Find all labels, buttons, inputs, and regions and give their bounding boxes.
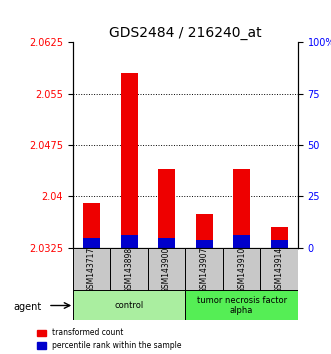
Bar [271, 240, 288, 248]
Text: GSM143914: GSM143914 [275, 247, 284, 293]
FancyBboxPatch shape [260, 248, 298, 292]
Text: GSM143907: GSM143907 [200, 247, 209, 293]
Text: GSM143900: GSM143900 [162, 247, 171, 293]
Text: agent: agent [13, 302, 41, 312]
FancyBboxPatch shape [185, 290, 298, 320]
Bar [271, 227, 288, 248]
FancyBboxPatch shape [73, 248, 110, 292]
Bar [196, 240, 213, 248]
Bar [83, 238, 100, 248]
Text: control: control [115, 301, 144, 310]
Title: GDS2484 / 216240_at: GDS2484 / 216240_at [109, 26, 262, 40]
Text: GSM143910: GSM143910 [237, 247, 246, 293]
Bar [121, 73, 138, 248]
Text: GSM143717: GSM143717 [87, 247, 96, 293]
Bar [233, 235, 250, 248]
Text: tumor necrosis factor
alpha: tumor necrosis factor alpha [197, 296, 287, 315]
FancyBboxPatch shape [73, 290, 185, 320]
FancyBboxPatch shape [148, 248, 185, 292]
Legend: transformed count, percentile rank within the sample: transformed count, percentile rank withi… [37, 329, 182, 350]
FancyBboxPatch shape [185, 248, 223, 292]
Bar [158, 238, 175, 248]
Bar [233, 169, 250, 248]
Bar [196, 213, 213, 248]
FancyBboxPatch shape [223, 248, 260, 292]
FancyBboxPatch shape [110, 248, 148, 292]
Bar [83, 203, 100, 248]
Text: GSM143898: GSM143898 [124, 247, 134, 293]
Bar [121, 235, 138, 248]
Bar [158, 169, 175, 248]
